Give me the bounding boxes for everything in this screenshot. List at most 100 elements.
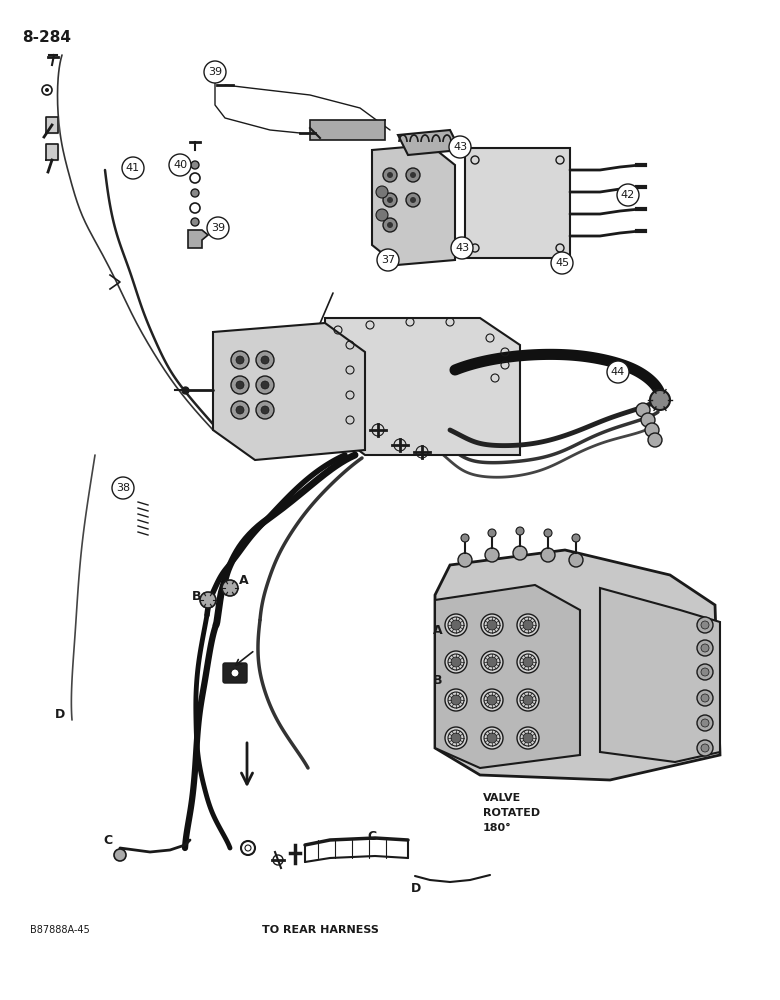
Circle shape — [236, 406, 244, 414]
Circle shape — [376, 186, 388, 198]
Circle shape — [572, 534, 580, 542]
Circle shape — [236, 356, 244, 364]
Circle shape — [701, 694, 709, 702]
Circle shape — [261, 381, 269, 389]
Circle shape — [222, 580, 238, 596]
Circle shape — [114, 849, 126, 861]
Circle shape — [377, 249, 399, 271]
Circle shape — [169, 154, 191, 176]
Circle shape — [650, 390, 670, 410]
Circle shape — [410, 197, 416, 203]
Circle shape — [236, 381, 244, 389]
Circle shape — [523, 657, 533, 667]
Circle shape — [376, 209, 388, 221]
Text: 39: 39 — [211, 223, 225, 233]
Circle shape — [445, 651, 467, 673]
Text: B87888A-45: B87888A-45 — [30, 925, 90, 935]
Circle shape — [697, 715, 713, 731]
Circle shape — [641, 413, 655, 427]
Circle shape — [541, 548, 555, 562]
Circle shape — [517, 689, 539, 711]
Circle shape — [487, 733, 497, 743]
Circle shape — [701, 621, 709, 629]
Circle shape — [112, 477, 134, 499]
Circle shape — [383, 168, 397, 182]
Polygon shape — [435, 550, 720, 780]
Circle shape — [451, 237, 473, 259]
Circle shape — [191, 189, 199, 197]
FancyBboxPatch shape — [223, 663, 247, 683]
Circle shape — [617, 184, 639, 206]
Circle shape — [648, 433, 662, 447]
Text: D: D — [55, 708, 65, 722]
Circle shape — [517, 727, 539, 749]
Circle shape — [231, 401, 249, 419]
Circle shape — [445, 727, 467, 749]
Text: 41: 41 — [126, 163, 140, 173]
Circle shape — [481, 689, 503, 711]
Circle shape — [387, 222, 393, 228]
Text: 44: 44 — [611, 367, 625, 377]
Circle shape — [451, 695, 461, 705]
Circle shape — [697, 617, 713, 633]
Text: D: D — [411, 882, 421, 896]
Circle shape — [701, 668, 709, 676]
Circle shape — [231, 669, 239, 677]
Text: 39: 39 — [208, 67, 222, 77]
Circle shape — [697, 664, 713, 680]
Polygon shape — [435, 585, 580, 768]
Circle shape — [485, 548, 499, 562]
Text: 42: 42 — [621, 190, 635, 200]
Circle shape — [122, 157, 144, 179]
Text: 8-284: 8-284 — [22, 30, 71, 45]
Circle shape — [697, 740, 713, 756]
Text: 37: 37 — [381, 255, 395, 265]
Circle shape — [701, 719, 709, 727]
Circle shape — [451, 733, 461, 743]
Circle shape — [445, 614, 467, 636]
Circle shape — [256, 351, 274, 369]
Circle shape — [406, 193, 420, 207]
Circle shape — [481, 651, 503, 673]
Circle shape — [523, 620, 533, 630]
Circle shape — [256, 376, 274, 394]
Circle shape — [487, 620, 497, 630]
Text: C: C — [367, 830, 377, 842]
Circle shape — [516, 527, 524, 535]
Polygon shape — [325, 318, 520, 455]
Circle shape — [451, 620, 461, 630]
Circle shape — [383, 218, 397, 232]
Circle shape — [256, 401, 274, 419]
Text: ROTATED: ROTATED — [483, 808, 540, 818]
Circle shape — [701, 744, 709, 752]
Circle shape — [383, 193, 397, 207]
Circle shape — [636, 403, 650, 417]
Circle shape — [449, 136, 471, 158]
Circle shape — [645, 423, 659, 437]
Circle shape — [697, 690, 713, 706]
Circle shape — [544, 529, 552, 537]
Text: A: A — [433, 624, 443, 637]
Circle shape — [191, 218, 199, 226]
Polygon shape — [600, 588, 720, 762]
Circle shape — [387, 197, 393, 203]
Polygon shape — [46, 117, 58, 133]
Circle shape — [191, 161, 199, 169]
Circle shape — [261, 406, 269, 414]
Circle shape — [231, 376, 249, 394]
Circle shape — [387, 172, 393, 178]
Polygon shape — [310, 120, 385, 140]
Circle shape — [481, 727, 503, 749]
Polygon shape — [46, 144, 58, 160]
Circle shape — [517, 614, 539, 636]
Circle shape — [517, 651, 539, 673]
Text: C: C — [104, 834, 112, 846]
Text: 43: 43 — [453, 142, 467, 152]
Circle shape — [45, 88, 49, 92]
Text: B: B — [192, 589, 202, 602]
Polygon shape — [398, 130, 460, 155]
Circle shape — [461, 534, 469, 542]
Circle shape — [204, 61, 226, 83]
Text: 40: 40 — [173, 160, 187, 170]
Circle shape — [451, 657, 461, 667]
